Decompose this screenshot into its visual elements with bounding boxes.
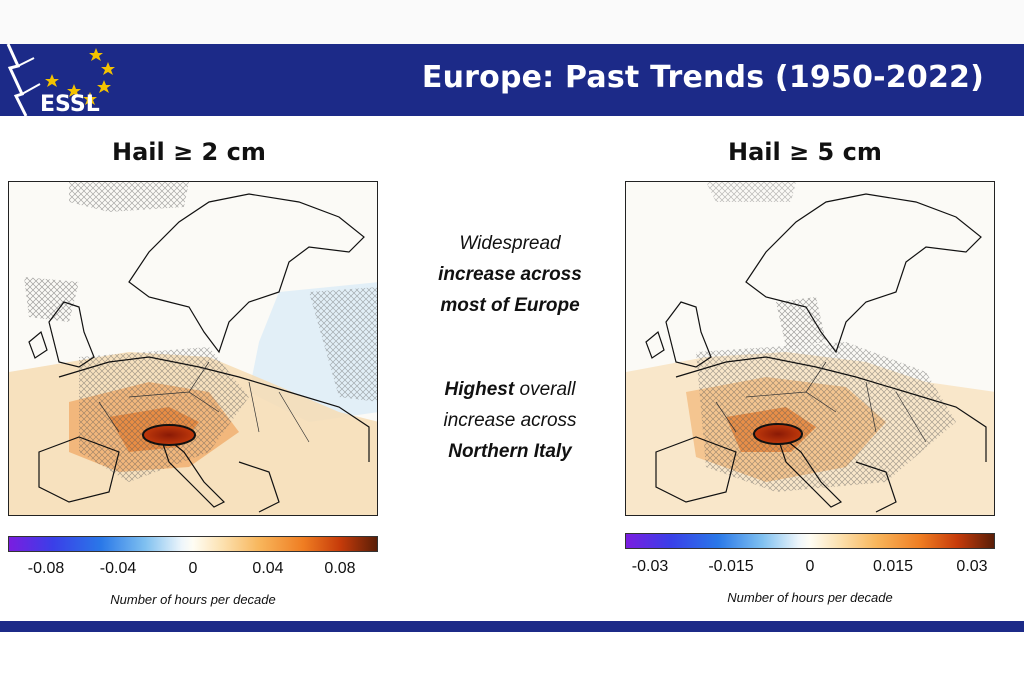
right-colorbar-tick: 0 [805,558,815,575]
left-colorbar-tick: -0.08 [27,560,65,577]
left-colorbar-caption: Number of hours per decade [110,592,276,607]
logo-text: ESSL [40,92,100,117]
center-line-6: Northern Italy [448,441,572,462]
right-map-title: Hail ≥ 5 cm [728,138,882,166]
center-line-1: Widespread [459,233,561,254]
center-text-1: Widespread increase across most of Europ… [400,228,620,321]
center-line-4-bold: Highest [444,379,515,400]
right-colorbar-tick: -0.015 [708,558,754,575]
right-colorbar-tick: -0.03 [631,558,669,575]
center-line-3: most of Europe [440,295,580,316]
right-colorbar-tick: 0.03 [956,558,988,575]
center-line-2: increase across [438,264,582,285]
left-colorbar-tick: 0 [188,560,198,577]
center-text-2: Highest overall increase across Northern… [400,374,620,467]
page-title: Europe: Past Trends (1950-2022) [421,60,984,95]
right-colorbar-tick: 0.015 [872,558,914,575]
header-bar [0,44,1024,116]
essl-logo [6,43,115,117]
left-colorbar-tick: -0.04 [99,560,137,577]
top-band [0,0,1024,44]
footer-bar [0,621,1024,632]
center-line-4: Highest overall [400,374,620,405]
left-map-title: Hail ≥ 2 cm [112,138,266,166]
right-map-graphic [626,182,994,515]
center-line-5: increase across [443,410,577,431]
center-line-4-rest: overall [514,379,576,400]
left-colorbar-tick: 0.08 [324,560,356,577]
right-colorbar-caption: Number of hours per decade [727,590,893,605]
right-map [625,181,995,516]
left-map [8,181,378,516]
left-map-graphic [9,182,377,515]
left-colorbar-tick: 0.04 [252,560,284,577]
right-colorbar [625,533,995,549]
left-colorbar [8,536,378,552]
